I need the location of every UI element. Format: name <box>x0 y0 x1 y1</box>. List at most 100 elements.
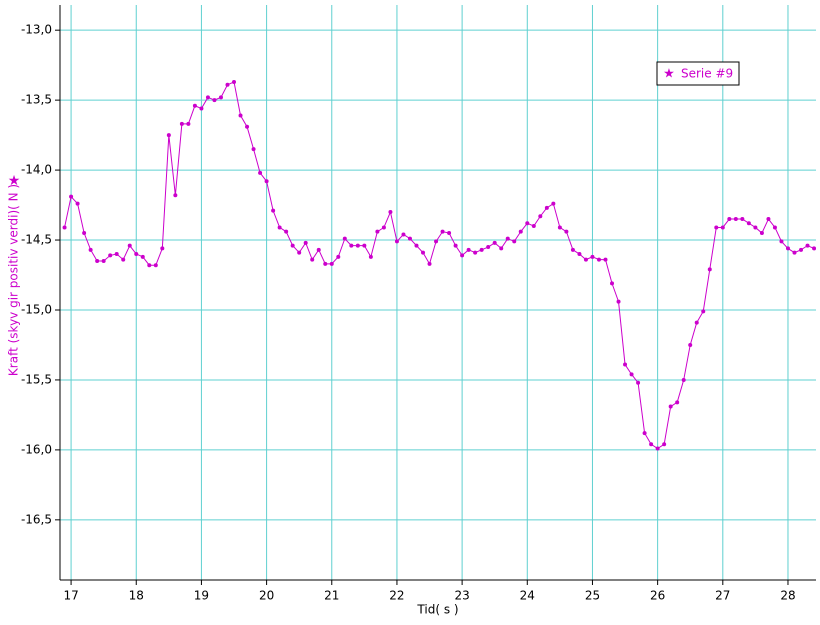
point <box>414 243 419 248</box>
x-tick-label: 22 <box>389 589 404 603</box>
point <box>368 254 373 259</box>
y-tick-label: -16,0 <box>21 442 52 456</box>
point <box>753 225 758 230</box>
point <box>290 243 295 248</box>
point <box>662 442 667 447</box>
point <box>62 225 67 230</box>
point <box>453 243 458 248</box>
point <box>427 261 432 266</box>
point <box>401 232 406 237</box>
point <box>258 170 263 175</box>
x-tick-label: 28 <box>780 589 795 603</box>
point <box>381 225 386 230</box>
point <box>499 246 504 251</box>
point <box>212 98 217 103</box>
point <box>394 239 399 244</box>
point <box>186 121 191 126</box>
point <box>75 201 80 206</box>
point <box>557 225 562 230</box>
point <box>531 224 536 229</box>
point <box>707 267 712 272</box>
y-tick-label: -16,5 <box>21 512 52 526</box>
point <box>238 113 243 118</box>
legend-star: ★ <box>663 67 675 82</box>
point <box>740 217 745 222</box>
point <box>375 229 380 234</box>
line <box>64 81 815 450</box>
point <box>153 263 158 268</box>
point <box>636 380 641 385</box>
point <box>205 95 210 100</box>
point <box>505 236 510 241</box>
point <box>460 253 465 258</box>
point <box>121 257 126 262</box>
point <box>570 247 575 252</box>
point <box>727 217 732 222</box>
y-axis-label: Kraft (skyv gir positiv verdi)( N ) <box>7 184 21 376</box>
point <box>551 201 556 206</box>
x-tick-label: 18 <box>129 589 144 603</box>
point <box>538 214 543 219</box>
point <box>649 442 654 447</box>
point <box>544 205 549 210</box>
point <box>69 194 74 199</box>
point <box>792 250 797 255</box>
point <box>779 239 784 244</box>
point <box>388 210 393 215</box>
x-tick-label: 23 <box>454 589 469 603</box>
y-tick-label: -14,5 <box>21 233 52 247</box>
point <box>271 208 276 213</box>
point <box>590 254 595 259</box>
point <box>199 106 204 111</box>
series <box>62 79 816 451</box>
point <box>336 254 341 259</box>
point <box>284 229 289 234</box>
point <box>766 217 771 222</box>
point <box>277 225 282 230</box>
point <box>688 342 693 347</box>
point <box>245 124 250 129</box>
point <box>303 240 308 245</box>
point <box>114 252 119 257</box>
point <box>362 243 367 248</box>
point <box>101 259 106 264</box>
point <box>512 239 517 244</box>
y-tick-label: -13,0 <box>21 23 52 37</box>
point <box>166 133 171 138</box>
grid <box>60 5 816 580</box>
legend: ★ Serie #9 <box>656 61 740 86</box>
point <box>173 193 178 198</box>
point <box>251 147 256 152</box>
point <box>297 250 302 255</box>
point <box>479 247 484 252</box>
point <box>147 263 152 268</box>
point <box>694 320 699 325</box>
point <box>812 246 816 251</box>
point <box>668 404 673 409</box>
x-tick-label: 24 <box>520 589 535 603</box>
plot-area <box>60 5 816 580</box>
x-tick-label: 17 <box>63 589 78 603</box>
point <box>310 257 315 262</box>
point <box>720 225 725 230</box>
point <box>610 281 615 286</box>
point <box>342 236 347 241</box>
point <box>799 247 804 252</box>
point <box>355 243 360 248</box>
point <box>134 252 139 257</box>
point <box>82 231 87 236</box>
point <box>140 254 145 259</box>
point <box>564 229 569 234</box>
point <box>805 243 810 248</box>
point <box>264 179 269 184</box>
point <box>160 246 165 251</box>
point <box>127 243 132 248</box>
x-tick-label: 26 <box>650 589 665 603</box>
point <box>675 400 680 405</box>
point <box>746 221 751 226</box>
x-tick-label: 19 <box>194 589 209 603</box>
y-axis-star: ★ <box>8 173 21 189</box>
point <box>218 95 223 100</box>
point <box>329 261 334 266</box>
